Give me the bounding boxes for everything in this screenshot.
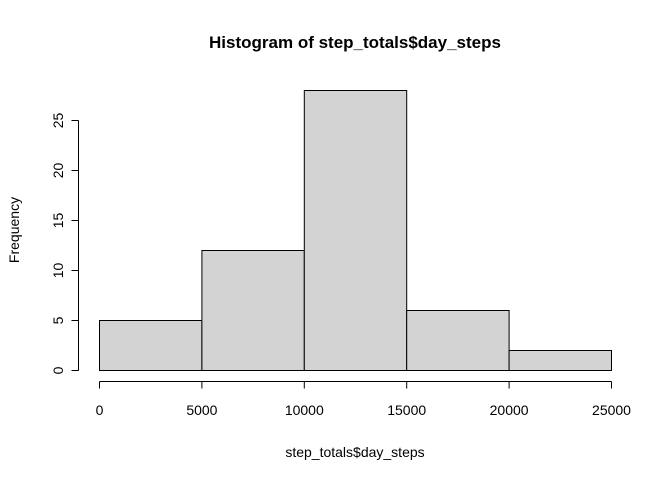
x-tick-label-3: 15000 xyxy=(387,402,426,418)
y-axis: 0 5 10 15 20 25 xyxy=(50,113,79,374)
x-tick-label-1: 5000 xyxy=(186,402,217,418)
y-axis-label: Frequency xyxy=(6,197,22,263)
x-tick-label-4: 20000 xyxy=(490,402,529,418)
y-tick-label-0: 0 xyxy=(50,366,66,374)
bars-group xyxy=(99,90,613,371)
histogram-bar-3 xyxy=(406,310,510,371)
histogram-bar-4 xyxy=(508,350,613,371)
y-tick-label-2: 10 xyxy=(50,263,66,279)
chart-title: Histogram of step_totals$day_steps xyxy=(209,33,501,52)
y-tick-label-4: 20 xyxy=(50,163,66,179)
histogram-bar-0 xyxy=(99,320,203,371)
y-tick-label-5: 25 xyxy=(50,113,66,129)
x-tick-label-2: 10000 xyxy=(285,402,324,418)
histogram-bar-2 xyxy=(303,90,408,371)
x-axis: 0 5000 10000 15000 20000 25000 xyxy=(96,381,631,418)
x-axis-label: step_totals$day_steps xyxy=(285,444,424,460)
x-tick-label-0: 0 xyxy=(96,402,104,418)
y-tick-label-3: 15 xyxy=(50,213,66,229)
x-tick-label-5: 25000 xyxy=(592,402,631,418)
histogram-bar-1 xyxy=(201,250,305,371)
y-tick-label-1: 5 xyxy=(50,316,66,324)
